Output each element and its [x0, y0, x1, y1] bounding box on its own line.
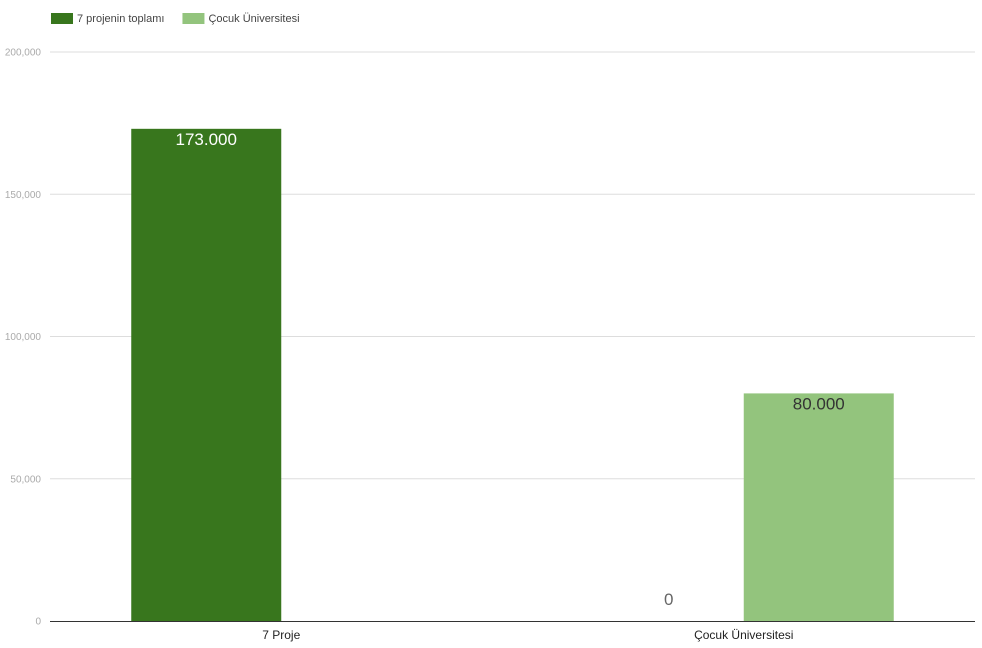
y-tick-label: 100,000	[5, 332, 42, 343]
x-tick-label: Çocuk Üniversitesi	[694, 628, 793, 642]
data-label-1-1: 80.000	[793, 394, 845, 413]
bar-1-1	[743, 393, 894, 621]
bars	[131, 128, 894, 621]
chart-legend: 7 projenin toplamı Çocuk Üniversitesi	[51, 13, 300, 25]
data-label-1-0: 0	[664, 590, 673, 609]
y-axis: 0 50,000 100,000 150,000 200,000	[5, 48, 42, 628]
y-tick-label: 50,000	[10, 474, 41, 485]
y-tick-label: 0	[35, 617, 41, 628]
data-label-0-0: 173.000	[176, 130, 237, 149]
x-tick-label: 7 Proje	[262, 628, 300, 642]
y-tick-label: 150,000	[5, 190, 42, 201]
x-axis: 7 Proje Çocuk Üniversitesi	[50, 621, 975, 642]
data-labels: 173.000 0 80.000	[176, 130, 845, 609]
legend-swatch-0	[51, 13, 73, 24]
legend-swatch-1	[182, 13, 205, 24]
y-tick-label: 200,000	[5, 48, 42, 59]
bar-0-0	[131, 128, 282, 621]
legend-label-1: Çocuk Üniversitesi	[208, 13, 299, 25]
legend-label-0: 7 projenin toplamı	[77, 13, 164, 25]
